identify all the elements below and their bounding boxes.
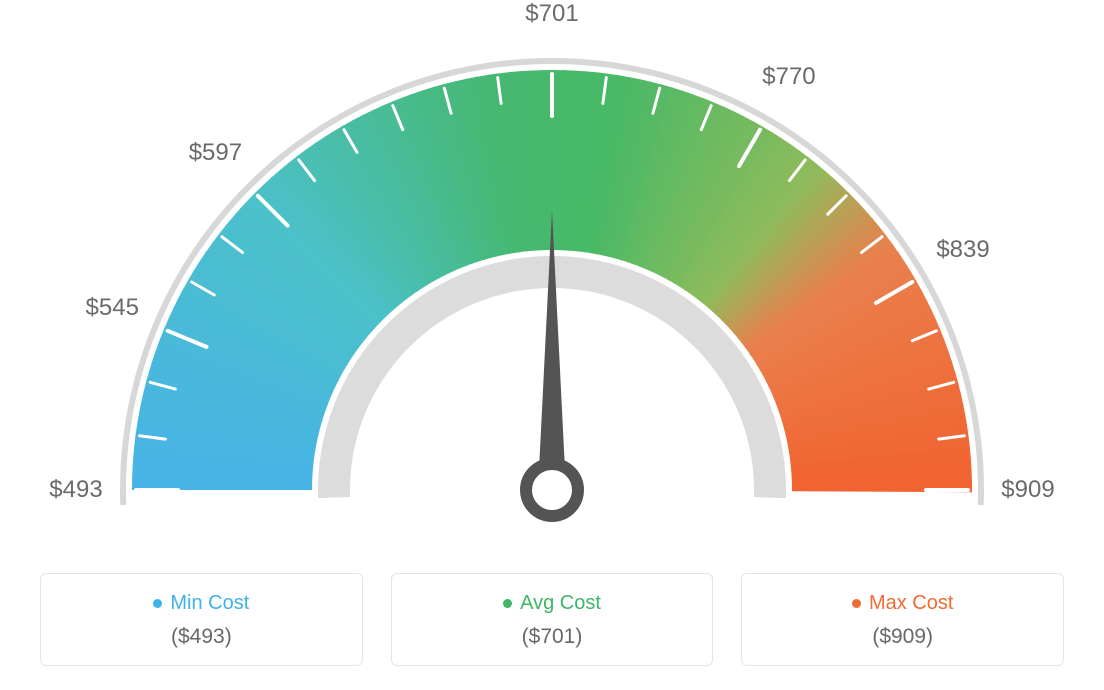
gauge-tick-label: $545 bbox=[86, 294, 139, 322]
gauge-tick-label: $909 bbox=[1001, 476, 1054, 504]
legend-title-avg: Avg Cost bbox=[503, 592, 601, 615]
legend-title-text: Avg Cost bbox=[520, 592, 601, 615]
gauge-tick-label: $597 bbox=[189, 139, 242, 167]
legend-title-text: Max Cost bbox=[869, 592, 953, 615]
gauge-needle-hub bbox=[526, 464, 578, 516]
legend-title-min: Min Cost bbox=[153, 592, 249, 615]
gauge-chart: $493 $545 $597 $701 $770 $839 $909 bbox=[0, 0, 1104, 560]
gauge-tick-label: $839 bbox=[936, 236, 989, 264]
legend-card-avg: Avg Cost ($701) bbox=[391, 573, 714, 666]
dot-icon bbox=[153, 599, 162, 608]
legend-title-max: Max Cost bbox=[852, 592, 953, 615]
legend-value-min: ($493) bbox=[51, 625, 352, 649]
gauge-tick-label: $493 bbox=[49, 476, 102, 504]
gauge-tick-label: $770 bbox=[762, 63, 815, 91]
gauge-tick-label: $701 bbox=[525, 0, 578, 28]
legend-card-max: Max Cost ($909) bbox=[741, 573, 1064, 666]
gauge-svg bbox=[0, 0, 1104, 560]
legend-card-min: Min Cost ($493) bbox=[40, 573, 363, 666]
gauge-needle bbox=[538, 210, 566, 490]
legend-value-max: ($909) bbox=[752, 625, 1053, 649]
legend-row: Min Cost ($493) Avg Cost ($701) Max Cost… bbox=[40, 573, 1064, 666]
legend-title-text: Min Cost bbox=[170, 592, 249, 615]
legend-value-avg: ($701) bbox=[402, 625, 703, 649]
dot-icon bbox=[503, 599, 512, 608]
dot-icon bbox=[852, 599, 861, 608]
